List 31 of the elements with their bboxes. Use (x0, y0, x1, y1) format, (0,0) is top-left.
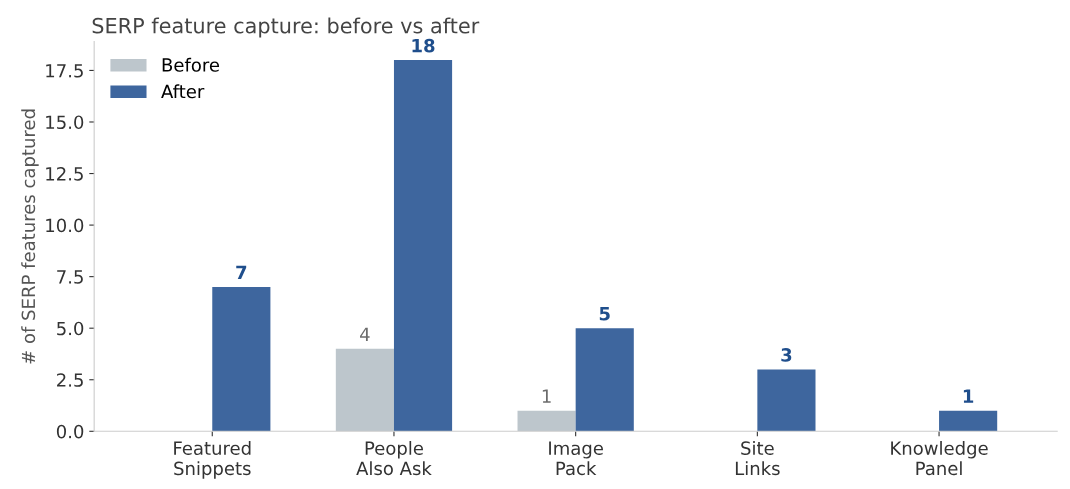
data-label: 4 (360, 327, 370, 341)
bar (517, 410, 576, 432)
bar (757, 369, 816, 432)
x-tick-label: Image Pack (549, 441, 603, 476)
data-label: 18 (412, 38, 435, 53)
data-label: 1 (542, 389, 551, 403)
legend-label: Before (162, 57, 220, 72)
bar (393, 60, 453, 432)
y-tick-label: 15.0 (46, 115, 84, 130)
y-tick-label: 17.5 (46, 64, 83, 78)
chart-title: SERP feature capture: before vs after (92, 17, 480, 38)
y-tick-label: 10.0 (46, 218, 84, 233)
y-tick-label: 12.5 (46, 167, 83, 181)
x-tick-label: People Also Ask (356, 441, 432, 476)
y-tick-label: 2.5 (57, 373, 83, 387)
data-label: 7 (236, 265, 247, 280)
x-tick-label: Featured Snippets (174, 441, 251, 479)
bar (335, 348, 394, 432)
legend-label: After (161, 84, 205, 99)
bar (575, 328, 634, 432)
x-tick-label: Site Links (735, 441, 780, 476)
data-label: 1 (963, 389, 974, 403)
x-tick-label: Knowledge Panel (891, 441, 988, 476)
bar (212, 286, 271, 432)
data-label: 3 (781, 348, 792, 362)
y-tick-label: 0.0 (56, 424, 84, 439)
bar (939, 410, 998, 432)
y-axis-title: # of SERP features captured (21, 109, 39, 364)
y-tick-label: 7.5 (57, 270, 83, 284)
y-tick-label: 5.0 (57, 321, 84, 336)
data-label: 5 (599, 307, 610, 321)
